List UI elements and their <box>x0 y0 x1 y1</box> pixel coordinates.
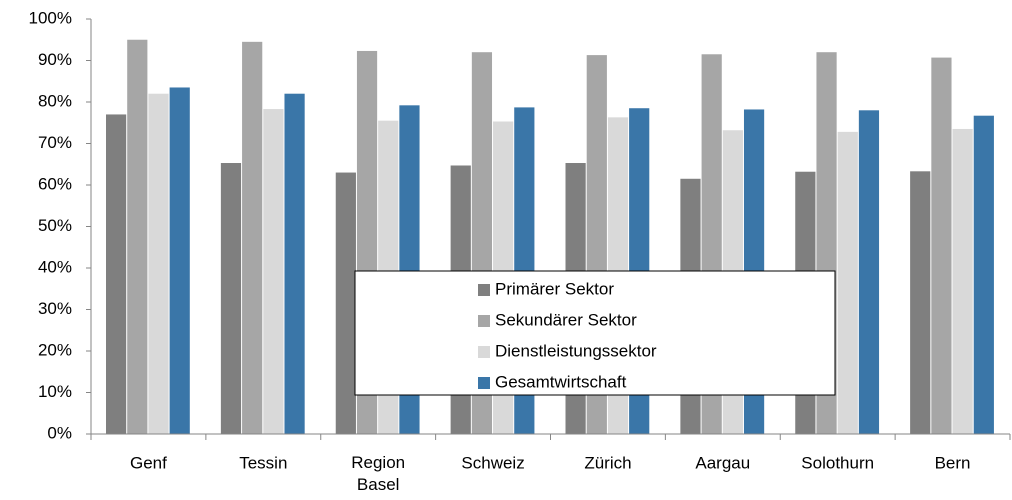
bar <box>335 172 356 435</box>
x-tick-label: Aargau <box>695 453 750 472</box>
y-tick-label: 50% <box>38 216 72 235</box>
bar <box>952 128 973 434</box>
x-tick-label: Zürich <box>584 453 631 472</box>
y-tick-label: 80% <box>38 91 72 110</box>
x-tick-label: Schweiz <box>461 453 524 472</box>
bar <box>106 114 127 434</box>
bar <box>220 163 242 434</box>
bar <box>284 93 305 434</box>
y-tick-label: 40% <box>38 257 72 276</box>
bar <box>973 115 994 434</box>
legend-label: Gesamtwirtschaft <box>495 372 627 391</box>
bar <box>910 171 931 434</box>
legend-swatch <box>478 377 490 389</box>
y-tick-label: 20% <box>38 340 72 359</box>
legend-swatch <box>478 346 490 358</box>
legend-label: Dienstleistungssektor <box>495 341 657 360</box>
x-tick-label: Tessin <box>239 453 287 472</box>
y-tick-label: 10% <box>38 382 72 401</box>
y-tick-label: 100% <box>29 8 72 27</box>
y-tick-label: 60% <box>38 174 72 193</box>
legend-swatch <box>478 284 490 296</box>
x-tick-label: Genf <box>130 453 167 472</box>
bar <box>127 39 148 434</box>
legend: Primärer Sektor Sekundärer Sektor Dienstle… <box>354 270 836 396</box>
bar <box>931 57 952 434</box>
bar <box>148 93 169 434</box>
bar <box>858 110 880 435</box>
x-tick-label: Bern <box>935 453 971 472</box>
y-tick-label: 70% <box>38 133 72 152</box>
y-tick-label: 30% <box>38 299 72 318</box>
legend-swatch <box>478 315 490 327</box>
y-tick-label: 0% <box>47 423 72 442</box>
bar <box>837 131 858 434</box>
x-tick-label: Region Basel <box>351 453 405 494</box>
bar <box>263 109 284 435</box>
legend-box <box>354 270 836 396</box>
y-tick-label: 90% <box>38 50 72 69</box>
legend-label: Primärer Sektor <box>495 279 614 298</box>
x-tick-label: Solothurn <box>801 453 874 472</box>
bar <box>169 87 190 434</box>
bar <box>242 41 263 434</box>
legend-label: Sekundärer Sektor <box>495 310 637 329</box>
